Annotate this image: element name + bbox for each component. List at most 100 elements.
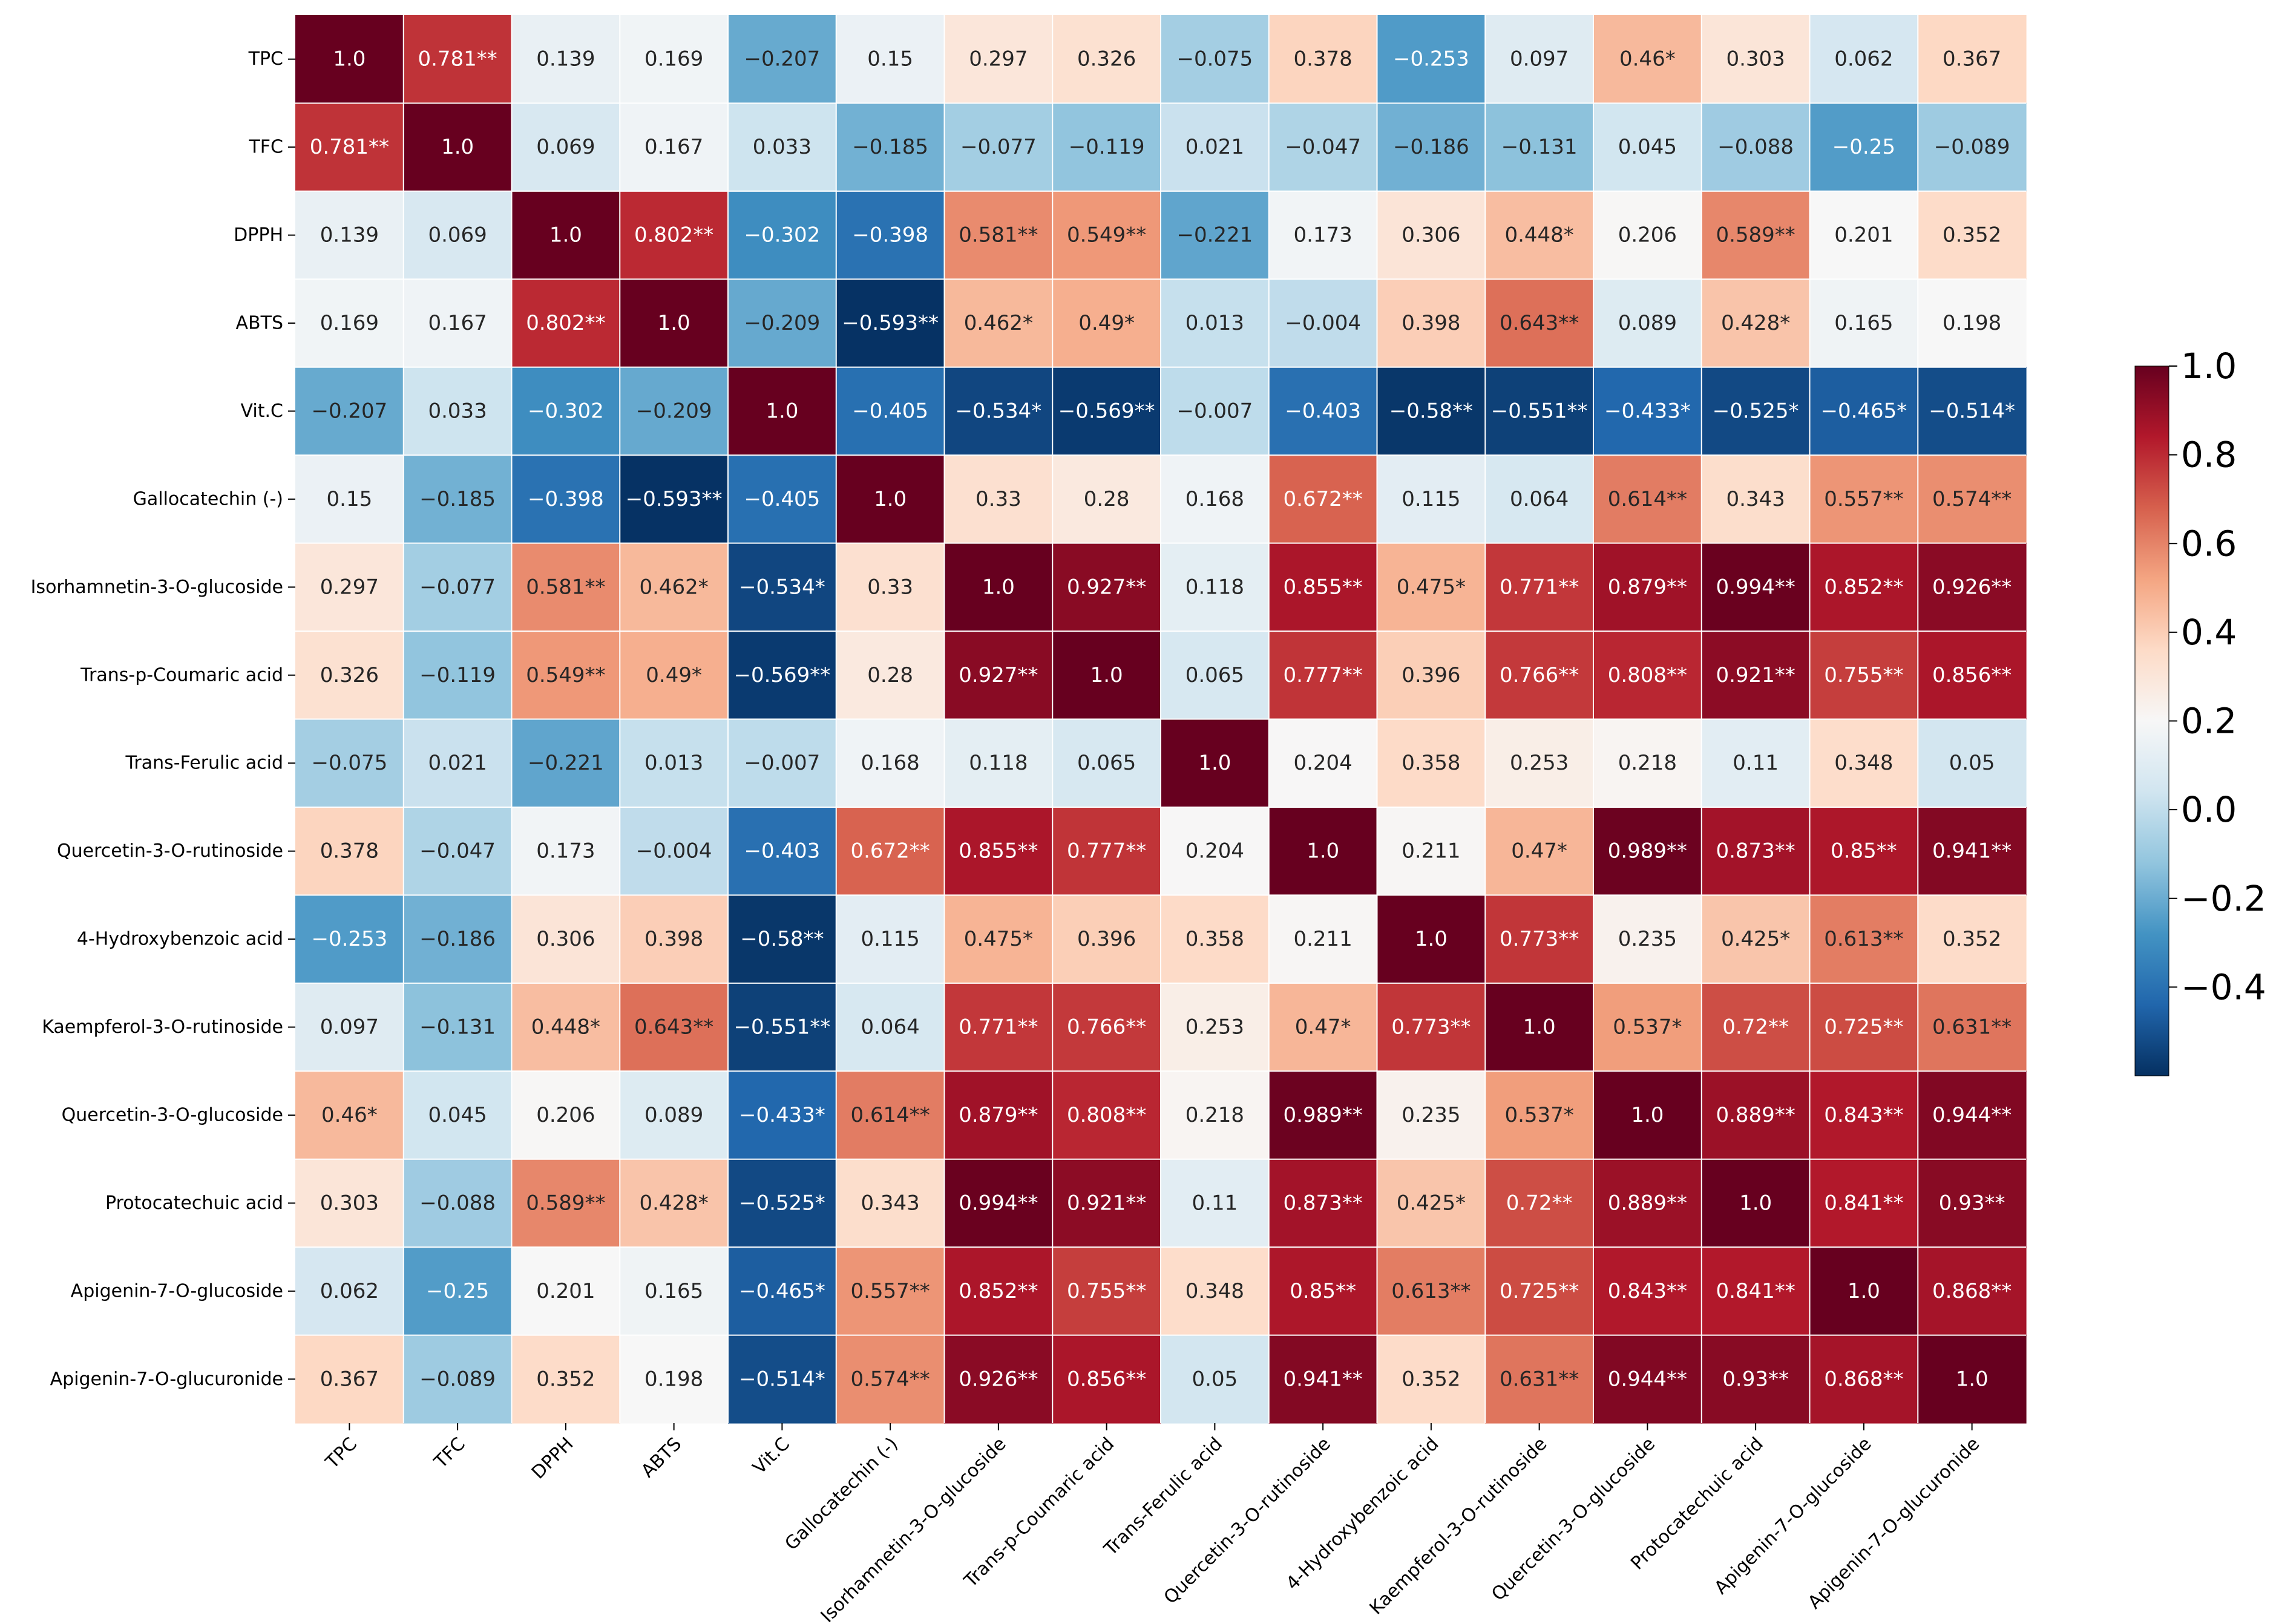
cell-annotation: 0.352 [1943, 223, 2001, 247]
cell-annotation: 0.097 [320, 1015, 379, 1040]
heatmap-cell [511, 1247, 620, 1336]
heatmap-cell [295, 15, 404, 104]
cell-annotation: 0.303 [320, 1191, 379, 1215]
heatmap-cell [944, 1159, 1053, 1248]
cell-annotation: 0.589** [526, 1191, 605, 1215]
heatmap-cell [728, 1247, 837, 1336]
heatmap-cell [620, 15, 729, 104]
heatmap-cell [836, 455, 945, 544]
cell-annotation: 0.167 [644, 135, 703, 159]
heatmap-cell [944, 895, 1053, 984]
heatmap-cell [1701, 1071, 1811, 1160]
cell-annotation: −0.209 [744, 311, 820, 335]
heatmap-cell [295, 103, 404, 192]
cell-annotation: 0.557** [850, 1279, 930, 1303]
cell-annotation: −0.186 [1393, 135, 1469, 159]
heatmap-cell [728, 103, 837, 192]
heatmap-cell [1485, 103, 1594, 192]
cell-annotation: −0.302 [744, 223, 820, 247]
cell-annotation: −0.403 [744, 839, 820, 863]
cell-annotation: 0.211 [1293, 927, 1352, 951]
heatmap-cell [728, 895, 837, 984]
cell-annotation: 0.326 [1077, 47, 1136, 71]
heatmap-cell [1593, 103, 1702, 192]
heatmap-cell [944, 191, 1053, 280]
heatmap-cell [1052, 983, 1161, 1072]
cell-annotation: 0.613** [1391, 1279, 1471, 1303]
heatmap-cell [620, 1159, 729, 1248]
heatmap-cell [1485, 1247, 1594, 1336]
colorbar-tick-label: 0.8 [2181, 434, 2237, 476]
heatmap-cell [511, 1335, 620, 1424]
heatmap-cell [1161, 455, 1270, 544]
cell-annotation: 0.089 [1618, 311, 1677, 335]
x-tick-label: TPC [321, 1433, 361, 1473]
cell-annotation: −0.534* [739, 575, 825, 599]
heatmap-cell [403, 895, 513, 984]
heatmap-cell [1809, 1335, 1918, 1424]
cell-annotation: −0.119 [1069, 135, 1145, 159]
cell-annotation: −0.25 [1832, 135, 1895, 159]
cell-annotation: 0.033 [428, 399, 487, 423]
cell-annotation: 0.045 [1618, 135, 1677, 159]
cell-annotation: −0.075 [1176, 47, 1253, 71]
heatmap-cell [1161, 1071, 1270, 1160]
cell-annotation: 0.868** [1932, 1279, 2012, 1303]
cell-annotation: −0.569** [733, 663, 830, 687]
colorbar-tick-label: −0.2 [2181, 878, 2266, 919]
cell-annotation: 1.0 [441, 135, 474, 159]
heatmap-cell [836, 719, 945, 808]
cell-annotation: 0.15 [327, 487, 373, 511]
heatmap-cell [1161, 983, 1270, 1072]
cell-annotation: 0.013 [1185, 311, 1244, 335]
heatmap-cell [1052, 279, 1161, 368]
heatmap-cell [1052, 1071, 1161, 1160]
cell-annotation: 0.725** [1824, 1015, 1903, 1040]
heatmap-cell [728, 807, 837, 895]
y-tick-label: Trans-Ferulic acid [125, 753, 283, 774]
cell-annotation: −0.185 [852, 135, 928, 159]
heatmap-cell [1377, 455, 1486, 544]
cell-annotation: 0.303 [1726, 47, 1785, 71]
heatmap-cell [403, 807, 513, 895]
cell-annotation: 1.0 [1739, 1191, 1772, 1215]
cell-annotation: 1.0 [982, 575, 1015, 599]
cell-annotation: 0.069 [428, 223, 487, 247]
cell-annotation: −0.221 [1176, 223, 1253, 247]
cell-annotation: 0.841** [1716, 1279, 1795, 1303]
cell-annotation: 0.198 [644, 1367, 703, 1391]
cell-annotation: −0.398 [528, 487, 604, 511]
cell-annotation: 0.28 [1084, 487, 1130, 511]
x-tick-label: DPPH [528, 1433, 578, 1484]
cell-annotation: 0.428* [1721, 311, 1790, 335]
heatmap-cell [1161, 279, 1270, 368]
heatmap-cell [620, 807, 729, 895]
cell-annotation: 0.994** [959, 1191, 1038, 1215]
cell-annotation: 0.069 [536, 135, 595, 159]
cell-annotation: 0.72** [1506, 1191, 1573, 1215]
cell-annotation: 0.326 [320, 663, 379, 687]
cell-annotation: 0.206 [1618, 223, 1677, 247]
colorbar-gradient [2134, 365, 2169, 1076]
heatmap-cell [1161, 543, 1270, 632]
cell-annotation: 0.843** [1824, 1103, 1903, 1127]
heatmap-cell [620, 1335, 729, 1424]
heatmap-cell [1485, 543, 1594, 632]
cell-annotation: 0.235 [1402, 1103, 1460, 1127]
heatmap-cell [1485, 1071, 1594, 1160]
heatmap-cell [1809, 103, 1918, 192]
cell-annotation: 0.173 [1293, 223, 1352, 247]
heatmap-cell [1485, 279, 1594, 368]
cell-annotation: 0.206 [536, 1103, 595, 1127]
cell-annotation: 0.348 [1185, 1279, 1244, 1303]
heatmap-cell [1377, 807, 1486, 895]
cell-annotation: −0.465* [739, 1279, 825, 1303]
cell-annotation: −0.525* [1713, 399, 1799, 423]
cell-annotation: −0.075 [311, 751, 387, 775]
x-tick-label: Vit.C [749, 1433, 794, 1479]
heatmap-cell [1052, 103, 1161, 192]
heatmap-cell [1485, 1159, 1594, 1248]
heatmap-cell [1161, 1335, 1270, 1424]
cell-annotation: 0.475* [964, 927, 1033, 951]
